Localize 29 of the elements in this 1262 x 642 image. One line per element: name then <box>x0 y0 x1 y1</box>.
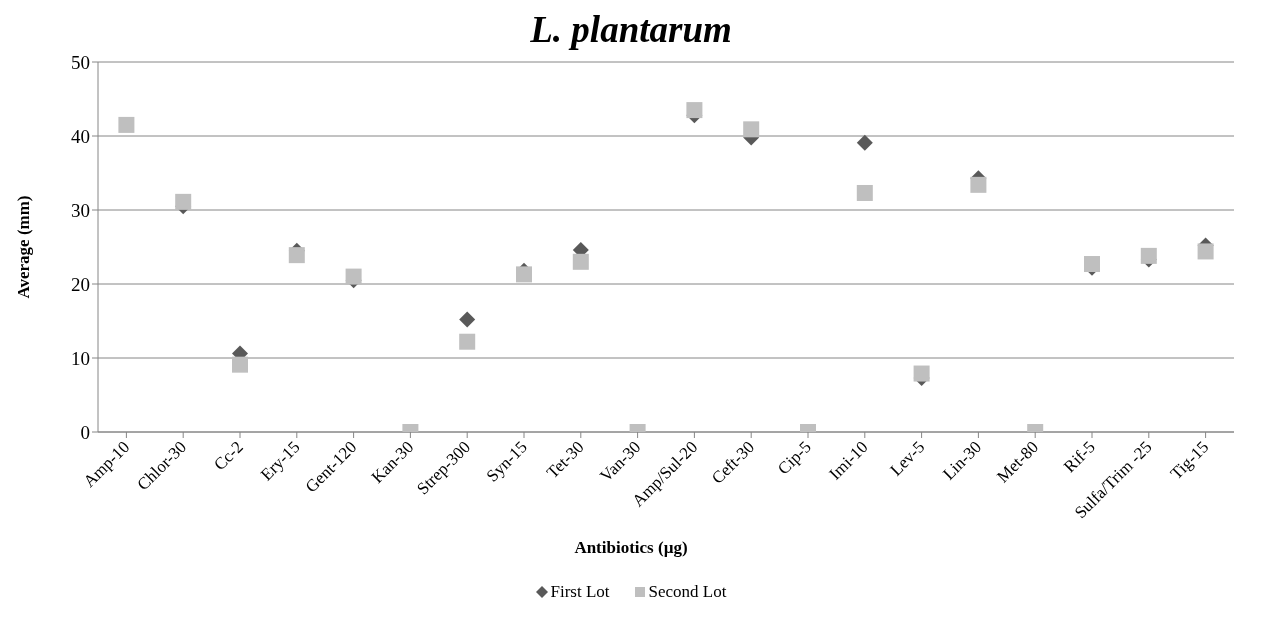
y-axis-title: Average (mm) <box>14 195 34 299</box>
x-tick-label: Cc-2 <box>210 437 247 475</box>
point <box>856 184 873 201</box>
point <box>913 365 930 382</box>
point <box>459 311 476 328</box>
chart-title: L. plantarum <box>529 8 733 52</box>
y-tick-label: 0 <box>80 421 90 443</box>
legend-label: First Lot <box>549 582 610 602</box>
point <box>1197 243 1214 260</box>
point <box>175 193 192 210</box>
point <box>288 247 305 264</box>
point <box>743 121 760 138</box>
y-tick-label: 50 <box>71 51 90 73</box>
point <box>856 134 873 151</box>
point <box>232 356 248 373</box>
y-tick-label: 10 <box>71 347 90 369</box>
point <box>118 116 135 133</box>
y-tick-label: 20 <box>71 273 90 295</box>
point <box>516 266 532 283</box>
x-axis-title: Antibiotics (µg) <box>573 538 689 558</box>
y-tick-label: 40 <box>71 125 90 147</box>
point <box>970 176 987 193</box>
legend-label: Second Lot <box>647 582 727 602</box>
point <box>345 268 362 285</box>
point <box>1140 247 1157 264</box>
point <box>686 102 703 119</box>
y-tick-label: 30 <box>71 199 90 221</box>
point <box>572 253 589 270</box>
point <box>459 333 476 350</box>
